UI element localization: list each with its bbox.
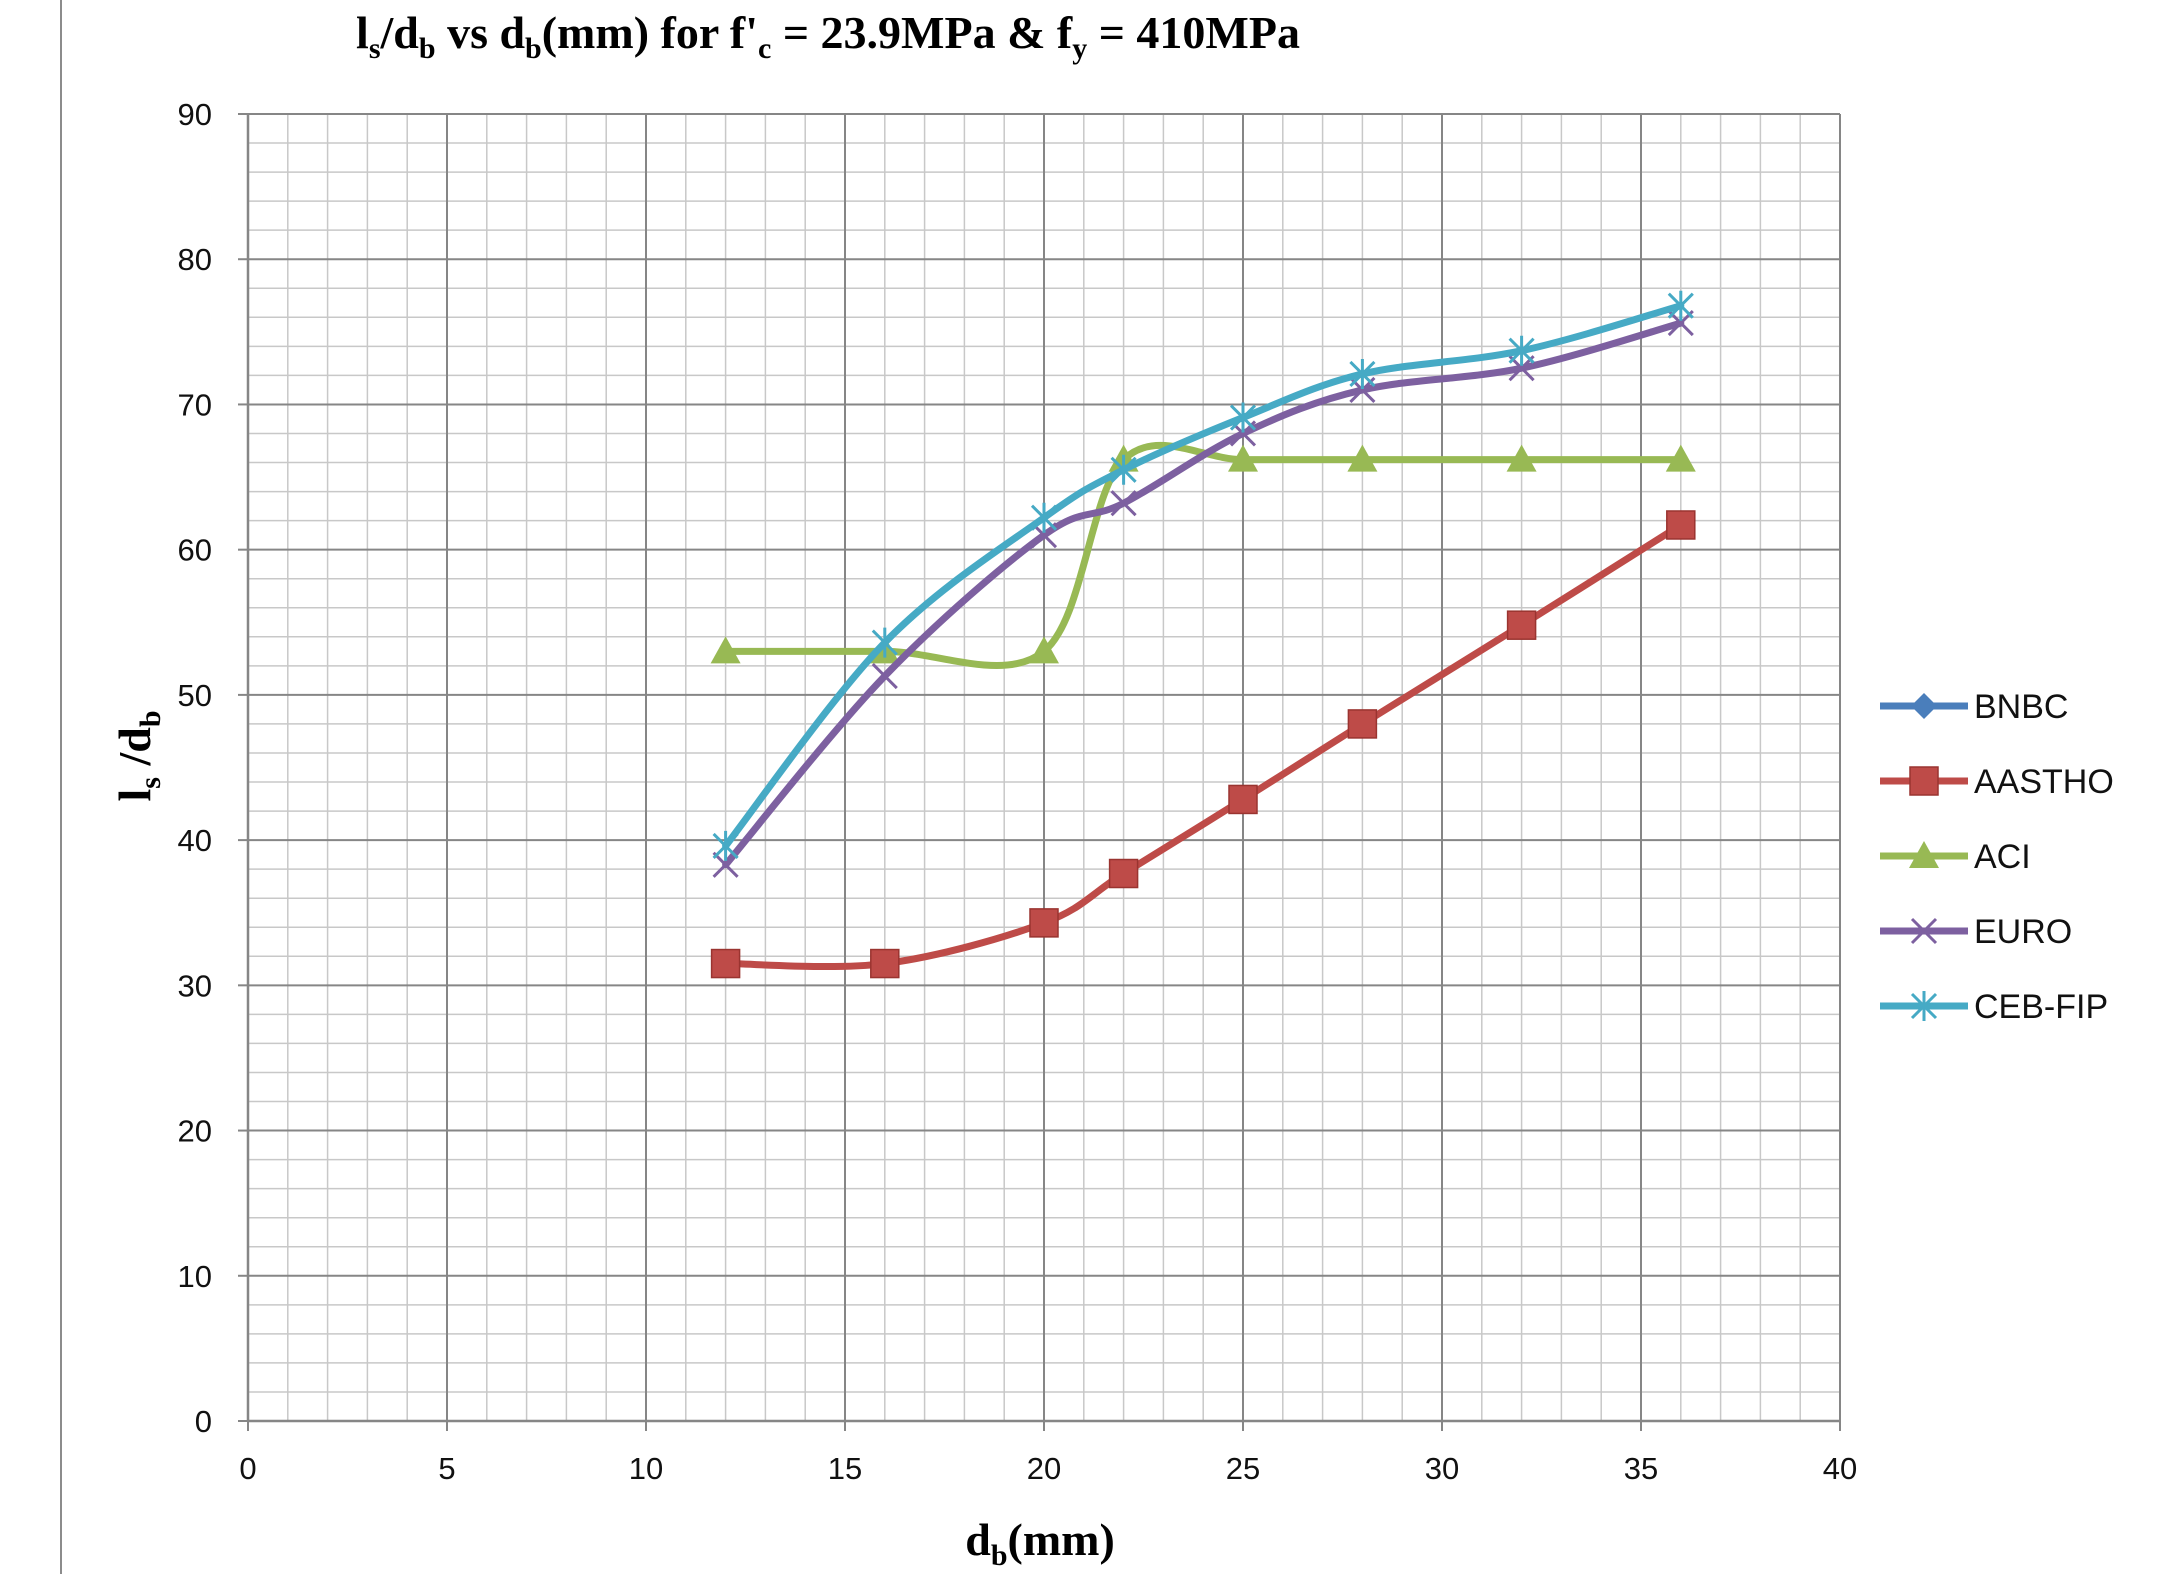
- data-point-ceb-fip: [1349, 358, 1376, 389]
- x-tick-label: 0: [239, 1451, 256, 1486]
- y-tick-label: 70: [178, 387, 212, 422]
- legend-swatch-marker: [1909, 766, 1939, 796]
- data-point-aastho: [870, 948, 900, 979]
- data-point-aastho: [1228, 784, 1258, 815]
- series-lines: [710, 290, 1696, 979]
- y-tick-label: 60: [178, 533, 212, 568]
- y-tick-label: 90: [178, 97, 212, 132]
- data-point-aci: [710, 636, 741, 664]
- y-tick-label: 0: [195, 1404, 212, 1439]
- major-gridlines: [247, 113, 1841, 1422]
- legend-label: BNBC: [1974, 688, 2068, 726]
- legend-item-euro: EURO: [1880, 913, 2072, 951]
- data-point-aastho: [1029, 908, 1059, 938]
- data-point-euro: [1110, 490, 1137, 517]
- x-tick-label: 15: [828, 1451, 862, 1486]
- data-point-aastho: [1347, 709, 1378, 739]
- data-point-euro: [871, 662, 898, 690]
- x-tick-label: 25: [1226, 1451, 1260, 1486]
- legend: BNBC AASTHO ACI EURO CEB-FIP: [1880, 688, 2114, 1026]
- x-tick-label: 30: [1425, 1451, 1459, 1486]
- data-point-aci: [1228, 444, 1258, 472]
- x-tick-label: 35: [1624, 1451, 1658, 1486]
- legend-swatch-marker: [1910, 917, 1938, 945]
- data-point-ceb-fip: [1667, 290, 1694, 321]
- data-point-ceb-fip: [1508, 335, 1535, 366]
- chart-title: ls/db vs db(mm) for f'c = 23.9MPa & fy =…: [356, 7, 1300, 65]
- y-tick-label: 30: [178, 968, 212, 1003]
- x-tick-label: 40: [1823, 1451, 1857, 1486]
- legend-swatch-marker: [1909, 841, 1939, 868]
- data-point-aci: [1665, 444, 1696, 472]
- legend-item-bnbc: BNBC: [1880, 688, 2068, 726]
- data-point-euro: [712, 851, 739, 878]
- data-point-aastho: [1506, 610, 1537, 640]
- data-point-ceb-fip: [712, 830, 739, 861]
- y-tick-label: 10: [178, 1259, 212, 1294]
- legend-item-aci: ACI: [1880, 838, 2031, 876]
- data-point-aastho: [1666, 510, 1696, 540]
- legend-label: AASTHO: [1974, 763, 2114, 801]
- y-tick-label: 80: [178, 242, 212, 277]
- data-point-ceb-fip: [1030, 502, 1058, 533]
- y-tick-label: 50: [178, 678, 212, 713]
- axes: [238, 113, 1841, 1431]
- x-tick-labels: 0 5 10 15 20 25 30 35 40: [239, 1451, 1857, 1486]
- x-tick-label: 10: [629, 1451, 663, 1486]
- legend-label: EURO: [1974, 913, 2072, 951]
- data-point-ceb-fip: [1110, 454, 1137, 485]
- x-axis-title: db(mm): [965, 1514, 1115, 1572]
- data-point-aci: [1506, 444, 1537, 472]
- legend-swatch-marker: [1911, 693, 1937, 719]
- data-point-ceb-fip: [871, 627, 898, 658]
- legend-label: CEB-FIP: [1974, 988, 2108, 1026]
- data-point-aastho: [1108, 858, 1139, 889]
- x-tick-label: 20: [1027, 1451, 1061, 1486]
- data-point-aci: [1029, 636, 1059, 664]
- legend-item-ceb-fip: CEB-FIP: [1880, 988, 2108, 1026]
- legend-label: ACI: [1974, 838, 2031, 876]
- y-tick-label: 40: [178, 823, 212, 858]
- x-tick-label: 5: [438, 1451, 455, 1486]
- y-tick-labels: 0 10 20 30 40 50 60 70 80 90: [178, 97, 212, 1439]
- data-point-ceb-fip: [1229, 402, 1257, 433]
- data-point-aastho: [710, 948, 741, 979]
- y-tick-label: 20: [178, 1114, 212, 1149]
- legend-swatch-marker: [1910, 991, 1938, 1021]
- y-axis-title: ls /db: [109, 710, 167, 801]
- legend-item-aastho: AASTHO: [1880, 763, 2114, 801]
- data-point-aci: [1347, 444, 1378, 472]
